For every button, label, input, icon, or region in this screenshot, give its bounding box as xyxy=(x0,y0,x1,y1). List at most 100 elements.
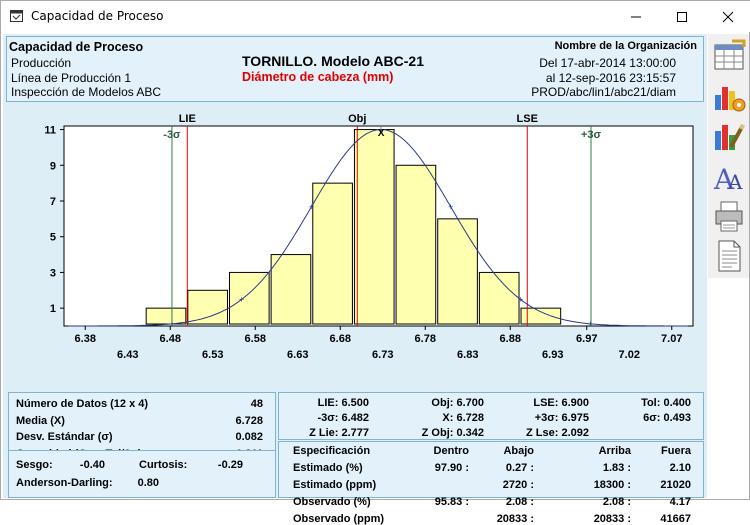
curve-tick: + xyxy=(239,294,244,304)
chart-settings-icon xyxy=(715,87,746,112)
histogram-bar xyxy=(145,307,187,325)
curve-tick: + xyxy=(378,125,383,135)
x-tick-label: 6.63 xyxy=(287,349,308,361)
limit-value: LIE: 6.500 xyxy=(317,397,369,409)
print-icon xyxy=(715,201,743,232)
y-tick-label: 7 xyxy=(50,196,56,208)
histogram-bar xyxy=(270,254,312,325)
limit-value: 6σ: 0.493 xyxy=(643,412,691,424)
spec-row-label: Estimado (%) xyxy=(293,462,363,474)
date-from: Del 17-abr-2014 13:00:00 xyxy=(539,56,676,70)
anderson-darling-value: 0.80 xyxy=(137,477,159,489)
svg-text:A: A xyxy=(727,170,743,194)
organization-name: Nombre de la Organización xyxy=(554,40,697,52)
curve-tick: + xyxy=(518,294,523,304)
histogram-bar xyxy=(312,182,353,325)
document-icon xyxy=(718,240,741,272)
spec-cell: 4.17 xyxy=(669,496,691,508)
spec-cell: 41667 xyxy=(660,513,691,525)
shape-stats-panel: Sesgo: -0.40 Curtosis: -0.29 Anderson-Da… xyxy=(8,450,276,498)
limit-value: Obj: 6.700 xyxy=(431,397,484,409)
stat-value: 6.728 xyxy=(235,414,263,427)
app-icon xyxy=(10,10,23,22)
spec-cell: 18300 : xyxy=(593,479,631,491)
reference-label: LIE xyxy=(179,113,196,125)
specification-table: Especificación Dentro Abajo Arriba Fuera Esti… xyxy=(278,441,704,525)
histogram-bar xyxy=(395,164,437,325)
x-tick-label: 6.43 xyxy=(117,349,138,361)
reference-label: -3σ xyxy=(163,129,181,141)
report-title: Capacidad de Proceso xyxy=(9,40,144,54)
x-tick-label: 6.93 xyxy=(542,349,563,361)
chart-settings-button[interactable] xyxy=(710,77,748,115)
limit-value: -3σ: 6.482 xyxy=(317,412,369,424)
histogram-chart: LIE Obj LSE -3σ +3σ + + + + + + + X 1 3 5 7 9 11 6.38 6.48 6.… xyxy=(6,104,704,392)
y-tick-label: 3 xyxy=(50,267,56,279)
histogram-bar xyxy=(478,271,520,325)
stat-label: Desv. Estándar (σ) xyxy=(16,431,113,443)
histogram-bar xyxy=(520,307,562,325)
y-tick-label: 9 xyxy=(50,160,56,172)
document-button[interactable] xyxy=(710,237,748,275)
window-title: Capacidad de Proceso xyxy=(31,9,164,23)
limit-value: Z Obj: 0.342 xyxy=(421,427,484,439)
side-toolbar: A A xyxy=(708,34,749,278)
x-tick-label: 6.73 xyxy=(372,349,393,361)
reference-label: LSE xyxy=(517,113,538,125)
limits-panel: LIE: 6.500 Obj: 6.700 LSE: 6.900 Tol: 0.400… xyxy=(278,392,704,440)
curtosis-value: -0.29 xyxy=(217,459,243,471)
date-to: al 12-sep-2016 23:15:57 xyxy=(545,71,676,85)
report-content: Capacidad de Proceso Producción Línea de… xyxy=(3,34,707,525)
x-tick-label: 6.83 xyxy=(457,349,478,361)
stat-value: 48 xyxy=(250,398,263,410)
limit-value: +3σ: 6.975 xyxy=(534,412,589,424)
curve-tick: + xyxy=(588,319,593,329)
spec-header: Dentro xyxy=(433,445,469,457)
y-tick-label: 1 xyxy=(50,303,56,315)
minimize-button[interactable] xyxy=(613,1,659,32)
sesgo-label: Sesgo: xyxy=(16,459,53,471)
curve-tick: + xyxy=(309,202,314,212)
maximize-button[interactable] xyxy=(659,1,705,32)
x-tick-label: 6.97 xyxy=(576,333,597,345)
title-bar: Capacidad de Proceso xyxy=(1,1,750,32)
spec-cell: 0.27 : xyxy=(505,462,534,474)
header-line-2: Línea de Producción 1 xyxy=(11,71,132,85)
characteristic-title: Diámetro de cabeza (mm) xyxy=(242,70,394,84)
x-tick-label: 6.88 xyxy=(500,333,521,345)
font-button[interactable]: A A xyxy=(710,157,748,196)
spec-cell: 21020 xyxy=(660,479,691,491)
data-path: PROD/abc/lin1/abc21/diam xyxy=(531,85,676,99)
spec-header: Arriba xyxy=(598,445,631,457)
spec-cell: 1.83 : xyxy=(602,462,631,474)
x-tick-label: 6.78 xyxy=(415,333,436,345)
limit-value: Z Lse: 2.092 xyxy=(526,427,589,439)
spec-header: Fuera xyxy=(661,445,691,457)
minimize-icon xyxy=(631,16,641,18)
anderson-darling-label: Anderson-Darling: xyxy=(16,477,113,489)
svg-text:A: A xyxy=(713,163,735,195)
histogram-bar xyxy=(187,289,228,325)
y-tick-label: 5 xyxy=(50,232,56,244)
histogram-bar xyxy=(353,129,395,325)
histogram-bar xyxy=(228,271,270,325)
x-tick-label: 6.58 xyxy=(245,333,266,345)
print-button[interactable] xyxy=(710,197,748,235)
header-line-1: Producción xyxy=(11,56,72,70)
spec-cell: 97.90 : xyxy=(434,462,469,474)
x-tick-label: 7.02 xyxy=(619,349,640,361)
close-button[interactable] xyxy=(705,1,750,32)
stat-value: 0.082 xyxy=(235,431,263,443)
report-header: Capacidad de Proceso Producción Línea de… xyxy=(6,36,704,102)
stat-label: Media (X) xyxy=(16,414,65,427)
edit-chart-button[interactable] xyxy=(710,117,748,155)
spec-cell: 20833 : xyxy=(496,513,534,525)
table-button[interactable] xyxy=(710,37,748,75)
spec-cell: 2720 : xyxy=(502,479,534,491)
header-line-3: Inspección de Modelos ABC xyxy=(11,85,162,99)
x-tick-label: 7.07 xyxy=(661,333,682,345)
sesgo-value: -0.40 xyxy=(79,459,105,471)
spec-header: Abajo xyxy=(503,445,534,457)
spec-cell: 2.10 xyxy=(669,462,691,474)
